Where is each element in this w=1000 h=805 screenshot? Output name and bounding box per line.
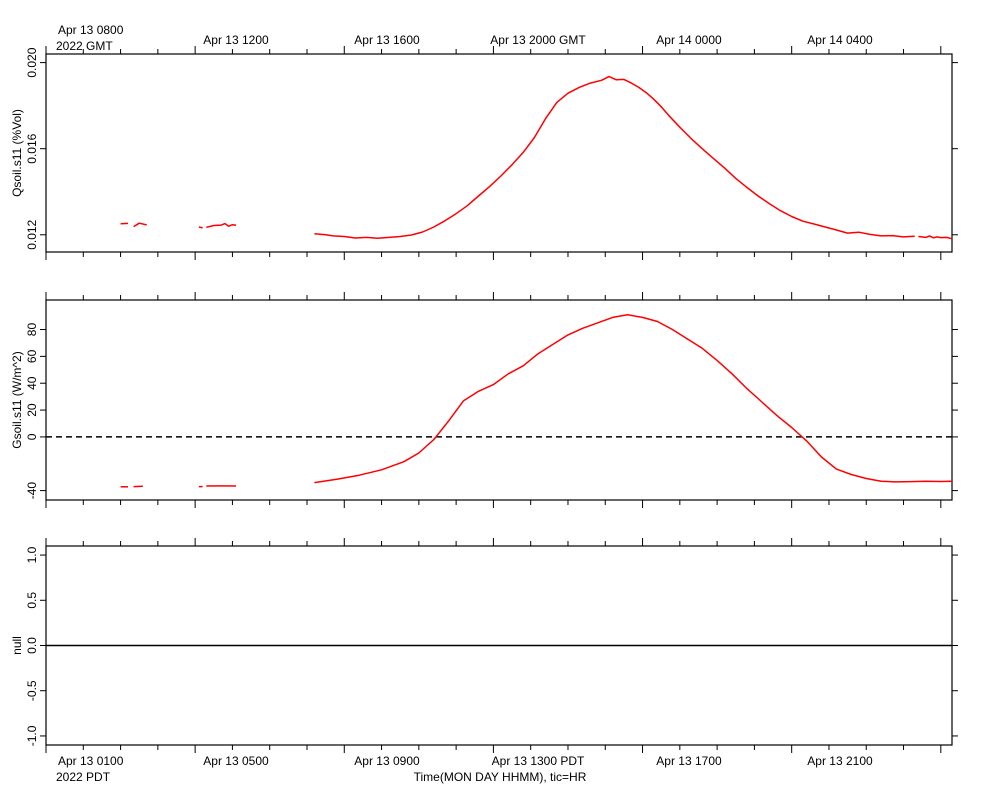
series-line-segment: [918, 236, 952, 239]
y-tick-label: -0.5: [25, 680, 39, 701]
series-line-segment: [314, 77, 914, 239]
y-tick-label: 1.0: [25, 546, 39, 563]
x-axis-title: Time(MON DAY HHMM), tic=HR: [414, 770, 587, 784]
bottom-axis-label: Apr 13 1300 PDT: [492, 754, 585, 768]
top-axis-first-label-line1: Apr 13 0800: [58, 23, 124, 37]
top-axis-label: Apr 13 2000 GMT: [490, 33, 586, 47]
y-tick-label: 40: [25, 376, 39, 390]
y-tick-label: 0.5: [25, 592, 39, 609]
y-tick-label: -1.0: [25, 725, 39, 746]
y-tick-label: 0: [25, 433, 39, 440]
bottom-axis-label: Apr 13 2100: [807, 754, 873, 768]
bottom-axis-label: Apr 13 1700: [656, 754, 722, 768]
top-axis-label: Apr 14 0000: [656, 33, 722, 47]
bottom-axis-first-label-line2: 2022 PDT: [56, 770, 111, 784]
series-line-segment: [199, 227, 203, 228]
bottom-axis-first-label-line1: Apr 13 0100: [58, 754, 124, 768]
series-line-segment: [314, 315, 952, 483]
plot-frame: [46, 300, 952, 500]
y-axis-title: Qsoil.s11 (%Vol): [10, 109, 24, 197]
y-tick-label: -40: [25, 482, 39, 500]
y-tick-label: 0.0: [25, 637, 39, 654]
panels: 0.012 0.016 0.020 Qsoil.s11 (%Vol) -40 0 20 40 6…: [10, 46, 958, 753]
y-tick-label: 60: [25, 349, 39, 363]
y-tick-label: 80: [25, 323, 39, 337]
y-tick-label: 0.012: [25, 219, 39, 249]
y-tick-label: 20: [25, 403, 39, 417]
y-axis-title: Gsoil.s11 (W/m^2): [10, 351, 24, 448]
top-axis-label: Apr 14 0400: [807, 33, 873, 47]
top-axis-first-label-line2: 2022 GMT: [56, 39, 113, 53]
series-line-segment: [134, 223, 147, 226]
y-tick-label: 0.016: [25, 133, 39, 163]
series-line-segment: [206, 224, 236, 228]
top-axis-label: Apr 13 1200: [203, 33, 269, 47]
plot-frame: [46, 54, 952, 252]
bottom-axis-label: Apr 13 0500: [203, 754, 269, 768]
bottom-axis-label: Apr 13 0900: [354, 754, 420, 768]
y-tick-label: 0.020: [25, 47, 39, 77]
top-axis-label: Apr 13 1600: [354, 33, 420, 47]
y-axis-title: null: [10, 636, 24, 655]
